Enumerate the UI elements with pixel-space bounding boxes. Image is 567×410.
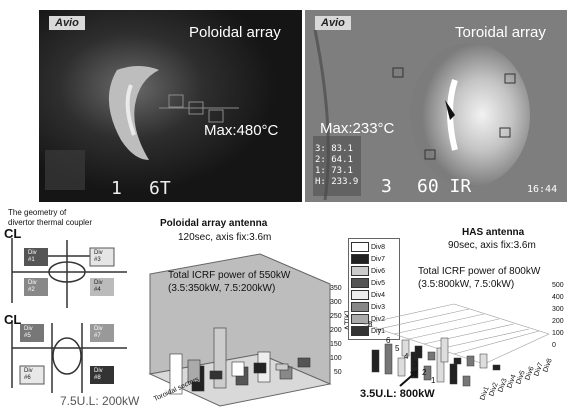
y-tick-labels: Div1 Div2 Div3 Div4 Div5 Div6 Div7 Div8 bbox=[478, 360, 558, 410]
x-tick: 4 bbox=[404, 352, 408, 361]
legend-swatch bbox=[351, 278, 369, 288]
has-chart-subtitle: 90sec, axis fix:3.6m bbox=[448, 240, 536, 251]
chart-note: (3.5:350kW, 7.5:200kW) bbox=[168, 283, 275, 294]
y-tick: Div8 bbox=[542, 358, 553, 374]
frame-number: 3 bbox=[381, 176, 392, 197]
legend-item: Div7 bbox=[351, 253, 397, 265]
toroidal-thermal-image: Avio Toroidal array Max:233°C 3: 83.1 2:… bbox=[305, 10, 567, 202]
legend-item: Div6 bbox=[351, 265, 397, 277]
chart-bar bbox=[463, 376, 470, 386]
z-tick: 50 bbox=[330, 366, 342, 380]
centerline-symbol: CL bbox=[4, 312, 21, 327]
title-line: divertor thermal coupler bbox=[8, 218, 128, 228]
z-tick: 0 bbox=[552, 340, 564, 352]
thermal-title: Toroidal array bbox=[455, 24, 546, 41]
chart-note: Total ICRF power of 550kW bbox=[168, 270, 290, 281]
poloidal-thermal-image: Avio Poloidal array Max:480°C 1 6T bbox=[39, 10, 302, 202]
z-tick: 200 bbox=[552, 316, 564, 328]
brand-logo: Avio bbox=[49, 16, 85, 30]
z-tick-labels: 350 300 250 200 150 100 50 bbox=[330, 282, 342, 380]
poloidal-chart-title: Poloidal array antenna bbox=[160, 218, 267, 229]
div-label: Div #3 bbox=[94, 250, 103, 264]
legend-label: Div7 bbox=[371, 256, 385, 263]
chart-bar bbox=[298, 358, 310, 367]
chart-bar bbox=[467, 356, 474, 366]
chart-bar bbox=[210, 371, 222, 379]
div-label: Div #2 bbox=[28, 280, 37, 294]
title-line: The geometry of bbox=[8, 208, 128, 218]
max-temp-label: Max:233°C bbox=[320, 120, 394, 137]
z-tick-labels: 500 400 300 200 100 0 bbox=[552, 280, 564, 352]
poloidal-3d-chart bbox=[140, 244, 350, 410]
time-readout: 16:44 bbox=[527, 184, 557, 195]
legend-label: Div8 bbox=[371, 244, 385, 251]
thermal-title: Poloidal array bbox=[189, 24, 281, 41]
legend-swatch bbox=[351, 254, 369, 264]
x-tick: 2 bbox=[422, 368, 426, 377]
div-label: Div #1 bbox=[28, 250, 37, 264]
legend-item: Div5 bbox=[351, 277, 397, 289]
centerline-symbol: CL bbox=[4, 226, 21, 241]
div-label: Div #5 bbox=[24, 326, 33, 340]
x-tick: 5 bbox=[395, 344, 399, 353]
z-tick: 150 bbox=[330, 338, 342, 352]
x-tick: 8 bbox=[368, 320, 372, 329]
z-tick: 250 bbox=[330, 310, 342, 324]
legend-swatch bbox=[351, 266, 369, 276]
thermocouple-title: The geometry of divertor thermal coupler bbox=[8, 208, 128, 228]
readout-line: 1: 73.1 bbox=[315, 166, 358, 177]
x-tick: 7 bbox=[377, 328, 381, 337]
chart-bar bbox=[232, 362, 244, 376]
x-tick: 6 bbox=[386, 336, 390, 345]
has-caption: 3.5U.L: 800kW bbox=[360, 388, 435, 400]
z-tick: 300 bbox=[330, 296, 342, 310]
frame-code: 60 IR bbox=[417, 176, 471, 197]
z-tick: 400 bbox=[552, 292, 564, 304]
legend-item: Div8 bbox=[351, 241, 397, 253]
legend-label: Div6 bbox=[371, 268, 385, 275]
chart-note: (3.5:800kW, 7.5:0kW) bbox=[418, 279, 514, 290]
div-label: Div #6 bbox=[24, 368, 33, 382]
z-tick: 500 bbox=[552, 280, 564, 292]
frame-code: 6T bbox=[149, 178, 171, 199]
arrow-icon bbox=[398, 368, 422, 388]
x-tick: 1 bbox=[431, 376, 435, 385]
z-tick: 350 bbox=[330, 282, 342, 296]
z-tick: 300 bbox=[552, 304, 564, 316]
legend-label: Div5 bbox=[371, 280, 385, 287]
z-tick: 200 bbox=[330, 324, 342, 338]
chart-bar bbox=[276, 364, 288, 370]
thermocouple-diagram bbox=[2, 228, 132, 398]
chart-bar bbox=[254, 363, 266, 373]
thermocouple-caption: 7.5U.L: 200kW bbox=[60, 394, 139, 408]
z-tick: 100 bbox=[330, 352, 342, 366]
div-label: Div #4 bbox=[94, 280, 103, 294]
frame-number: 1 bbox=[111, 178, 122, 199]
chart-note: Total ICRF power of 800kW bbox=[418, 266, 540, 277]
z-tick: 100 bbox=[552, 328, 564, 340]
brand-logo: Avio bbox=[315, 16, 351, 30]
div-label: Div #8 bbox=[94, 368, 103, 382]
has-chart-title: HAS antenna bbox=[462, 227, 524, 238]
readout-panel: 3: 83.1 2: 64.1 1: 73.1 H: 233.9 bbox=[315, 144, 358, 188]
readout-line: H: 233.9 bbox=[315, 177, 358, 188]
poloidal-chart-subtitle: 120sec, axis fix:3.6m bbox=[178, 232, 271, 243]
readout-line: 3: 83.1 bbox=[315, 144, 358, 155]
max-temp-label: Max:480°C bbox=[204, 122, 278, 139]
div-label: Div #7 bbox=[94, 326, 103, 340]
legend-swatch bbox=[351, 242, 369, 252]
readout-line: 2: 64.1 bbox=[315, 155, 358, 166]
